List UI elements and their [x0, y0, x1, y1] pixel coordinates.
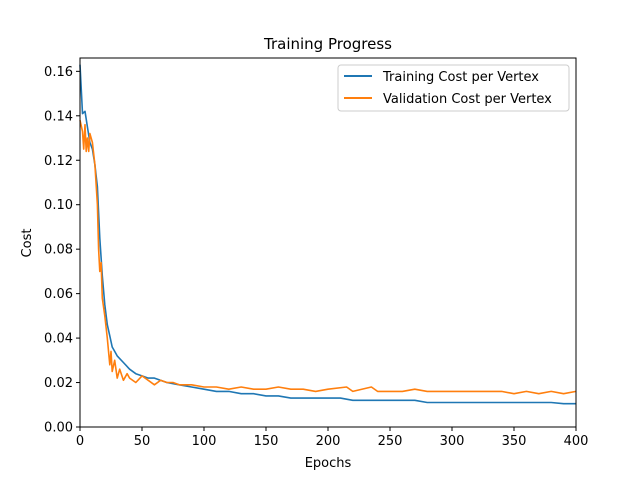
x-tick-label: 50: [134, 434, 151, 449]
x-tick-label: 350: [502, 434, 527, 449]
legend-label-training: Training Cost per Vertex: [382, 70, 539, 85]
y-tick-label: 0.04: [44, 332, 73, 347]
x-tick-label: 150: [254, 434, 279, 449]
y-tick-label: 0.06: [44, 287, 73, 302]
y-tick-label: 0.02: [44, 376, 73, 391]
y-tick-label: 0.12: [44, 154, 73, 169]
legend: Training Cost per Vertex Validation Cost…: [337, 64, 570, 112]
chart-title: Training Progress: [263, 35, 392, 53]
x-tick-label: 200: [316, 434, 341, 449]
x-tick-label: 100: [192, 434, 217, 449]
x-tick-label: 0: [76, 434, 84, 449]
x-axis: 0 50 100 150 200 250 300 350 400: [76, 427, 589, 449]
validation-cost-line: [79, 120, 577, 395]
legend-box: [337, 64, 570, 112]
x-axis-title: Epochs: [305, 456, 352, 471]
y-tick-label: 0.08: [44, 243, 73, 258]
plot-area: [79, 64, 577, 405]
y-tick-label: 0.00: [44, 421, 73, 436]
x-tick-label: 250: [378, 434, 403, 449]
y-tick-label: 0.10: [44, 198, 73, 213]
training-cost-line: [79, 64, 576, 405]
y-axis: 0.00 0.02 0.04 0.06 0.08 0.10 0.12 0.14 0.16: [44, 65, 80, 436]
legend-label-validation: Validation Cost per Vertex: [383, 92, 552, 107]
x-tick-label: 300: [440, 434, 465, 449]
y-axis-title: Cost: [20, 229, 35, 258]
y-tick-label: 0.16: [44, 65, 73, 80]
y-tick-label: 0.14: [44, 109, 73, 124]
x-tick-label: 400: [564, 434, 589, 449]
